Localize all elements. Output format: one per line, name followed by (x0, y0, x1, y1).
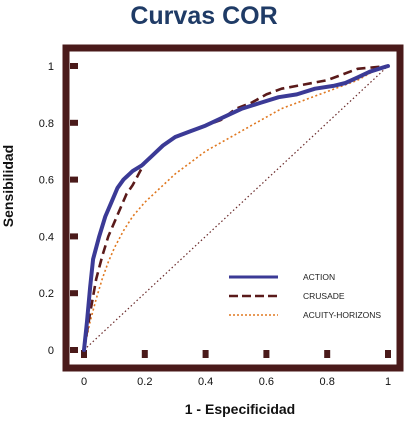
y-tick-label: 0.2 (39, 288, 54, 300)
y-tick-mark (70, 347, 78, 353)
x-tick-mark (385, 350, 391, 358)
chart-title: Curvas COR (130, 2, 277, 30)
plot-frame (62, 44, 404, 372)
x-tick-label: 0.4 (198, 376, 213, 388)
series-line-action (82, 64, 390, 352)
series-layer (82, 64, 390, 352)
x-tick-mark (81, 350, 87, 358)
y-tick-mark (70, 119, 78, 126)
y-tick-mark (70, 63, 78, 69)
x-tick-mark (202, 350, 209, 358)
y-tick-label: 0.4 (39, 231, 54, 243)
y-axis-label: Sensibilidad (0, 145, 16, 227)
legend-label: CRUSADE (303, 291, 345, 301)
legend-label: ACUITY-HORIZONS (303, 310, 381, 320)
series-line-acuity-horizons (83, 65, 389, 351)
x-tick-mark (263, 350, 270, 358)
x-tick-label: 0.8 (320, 376, 335, 388)
y-tick-mark (70, 290, 78, 297)
axis-ticks: 0 0.2 0.4 0.6 0.8 1 0 0.2 0.4 0.6 0.8 1 (39, 61, 391, 388)
y-tick-label: 0.8 (39, 118, 54, 130)
legend: ACTION CRUSADE ACUITY-HORIZONS (229, 272, 381, 320)
x-tick-label: 0 (81, 376, 87, 388)
x-tick-label: 0.6 (259, 376, 274, 388)
y-tick-label: 1 (48, 61, 54, 73)
x-tick-mark (141, 350, 148, 358)
reference-diagonal-line (83, 65, 389, 351)
y-tick-mark (70, 233, 78, 240)
y-tick-label: 0.6 (39, 175, 54, 187)
x-tick-label: 1 (385, 376, 391, 388)
y-tick-mark (70, 176, 78, 183)
y-tick-label: 0 (48, 345, 54, 357)
x-axis-label: 1 - Especificidad (185, 401, 295, 417)
x-tick-mark (324, 350, 331, 358)
x-tick-label: 0.2 (137, 376, 152, 388)
legend-label: ACTION (303, 272, 335, 282)
